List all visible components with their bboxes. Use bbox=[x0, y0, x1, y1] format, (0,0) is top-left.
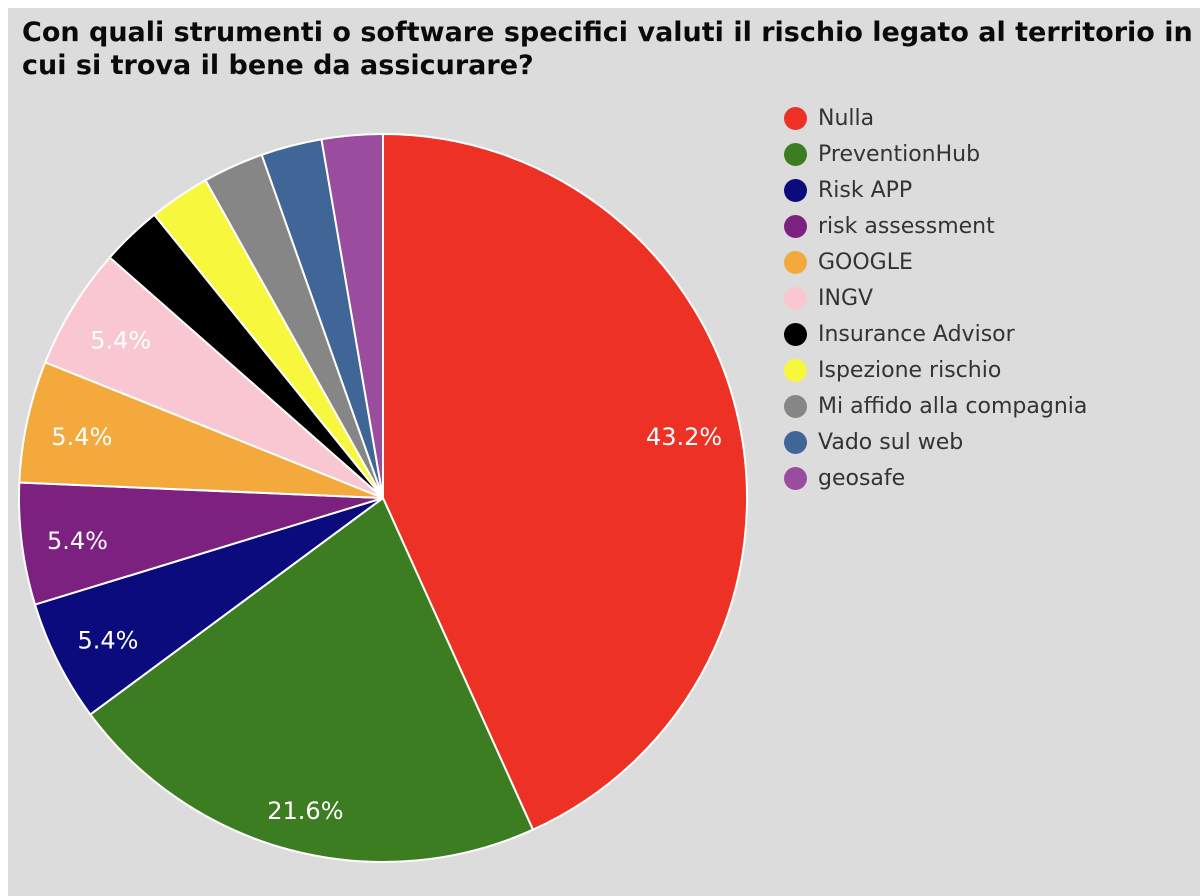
legend-swatch bbox=[784, 214, 807, 238]
legend-label: geosafe bbox=[818, 465, 906, 491]
legend-item: PreventionHub bbox=[784, 136, 1087, 172]
legend-swatch bbox=[784, 358, 807, 382]
chart-title-line1: Con quali strumenti o software specifici… bbox=[22, 17, 1193, 48]
legend-item: Vado sul web bbox=[784, 424, 1087, 460]
legend-label: Mi affido alla compagnia bbox=[818, 393, 1088, 419]
legend-swatch bbox=[784, 430, 807, 454]
legend-label: PreventionHub bbox=[818, 141, 981, 167]
legend-swatch bbox=[784, 322, 807, 346]
legend-swatch bbox=[784, 466, 807, 490]
chart-title-line2: cui si trova il bene da assicurare? bbox=[22, 50, 534, 81]
slice-percent-label: 5.4% bbox=[90, 327, 151, 355]
legend-item: Mi affido alla compagnia bbox=[784, 388, 1087, 424]
legend-label: Risk APP bbox=[818, 177, 913, 203]
slice-percent-label: 5.4% bbox=[47, 527, 108, 555]
legend-label: GOOGLE bbox=[818, 249, 913, 275]
slice-percent-label: 5.4% bbox=[78, 627, 139, 655]
legend-swatch bbox=[784, 178, 807, 202]
legend-item: Insurance Advisor bbox=[784, 316, 1087, 352]
legend-label: Vado sul web bbox=[818, 429, 964, 455]
legend-swatch bbox=[784, 106, 807, 130]
legend-item: Risk APP bbox=[784, 172, 1087, 208]
legend-item: Nulla bbox=[784, 100, 1087, 136]
legend-swatch bbox=[784, 142, 807, 166]
legend-item: GOOGLE bbox=[784, 244, 1087, 280]
legend-label: Insurance Advisor bbox=[818, 321, 1015, 347]
legend-label: risk assessment bbox=[818, 213, 995, 239]
legend-item: Ispezione rischio bbox=[784, 352, 1087, 388]
legend-item: INGV bbox=[784, 280, 1087, 316]
slice-percent-label: 5.4% bbox=[51, 423, 112, 451]
slice-percent-label: 43.2% bbox=[646, 423, 722, 451]
chart-title: Con quali strumenti o software specifici… bbox=[22, 16, 1200, 82]
pie-slice-geosafe bbox=[320, 133, 384, 499]
legend-label: INGV bbox=[818, 285, 874, 311]
pie-slice-nulla bbox=[382, 133, 748, 831]
pie-slice-preventionhub bbox=[89, 497, 534, 864]
legend-label: Nulla bbox=[818, 105, 875, 131]
legend-swatch bbox=[784, 286, 807, 310]
legend-label: Ispezione rischio bbox=[818, 357, 1002, 383]
legend-swatch bbox=[784, 250, 807, 274]
legend-item: geosafe bbox=[784, 460, 1087, 496]
legend: Nulla PreventionHub Risk APP risk assessmen… bbox=[784, 100, 1087, 496]
slice-percent-label: 21.6% bbox=[267, 797, 343, 825]
legend-item: risk assessment bbox=[784, 208, 1087, 244]
legend-swatch bbox=[784, 394, 807, 418]
